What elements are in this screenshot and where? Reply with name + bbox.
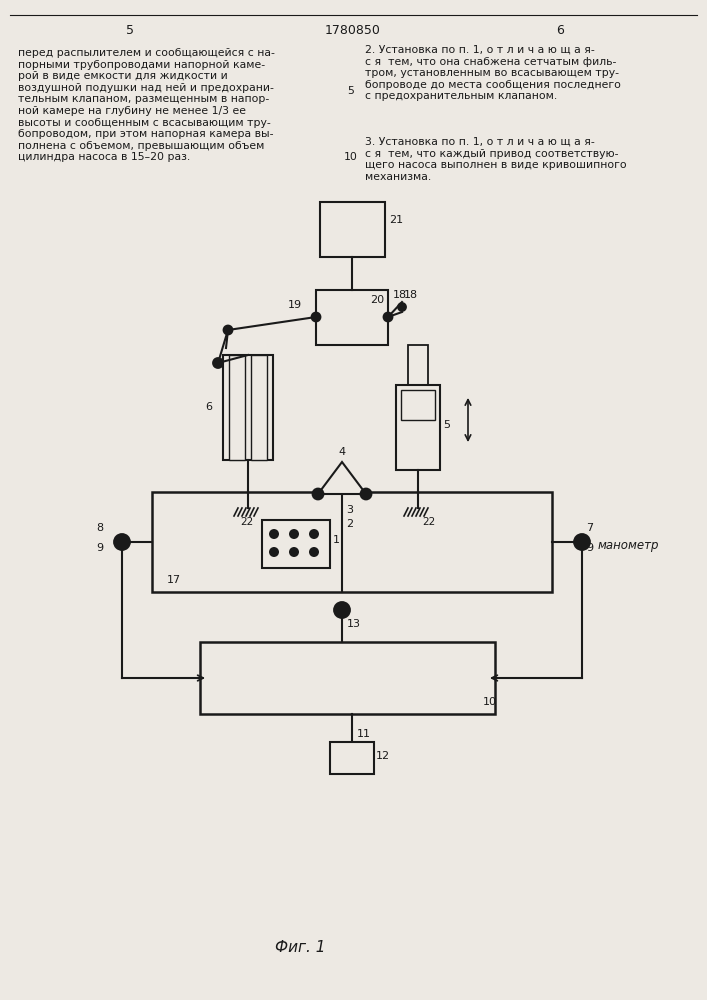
Bar xyxy=(223,355,273,460)
Bar xyxy=(316,290,388,345)
Text: 21: 21 xyxy=(389,215,403,225)
Text: 17: 17 xyxy=(167,575,181,585)
Text: 2: 2 xyxy=(346,519,353,529)
Circle shape xyxy=(574,534,590,550)
Text: 9: 9 xyxy=(96,543,103,553)
Text: 13: 13 xyxy=(347,619,361,629)
Text: 18: 18 xyxy=(393,290,407,300)
Bar xyxy=(229,355,245,460)
Text: Фиг. 1: Фиг. 1 xyxy=(275,940,325,956)
Text: 10: 10 xyxy=(344,152,358,162)
Circle shape xyxy=(312,488,324,499)
Circle shape xyxy=(383,312,392,322)
Circle shape xyxy=(309,547,319,557)
Text: 11: 11 xyxy=(357,729,371,739)
Text: 5: 5 xyxy=(443,420,450,430)
Bar xyxy=(152,492,552,592)
Text: 12: 12 xyxy=(376,751,390,761)
Circle shape xyxy=(312,312,320,322)
Text: 10: 10 xyxy=(483,697,497,707)
Text: 22: 22 xyxy=(240,517,253,527)
Circle shape xyxy=(114,534,130,550)
Circle shape xyxy=(289,547,299,557)
Bar xyxy=(396,385,440,470)
Text: 4: 4 xyxy=(338,447,345,457)
Text: перед распылителем и сообщающейся с на-
порными трубопроводами напорной каме-
ро: перед распылителем и сообщающейся с на- … xyxy=(18,48,275,162)
Circle shape xyxy=(269,529,279,539)
Text: 7: 7 xyxy=(586,523,593,533)
Text: 18: 18 xyxy=(404,290,418,300)
Bar xyxy=(330,742,374,774)
Circle shape xyxy=(269,547,279,557)
Bar xyxy=(251,355,267,460)
Text: 6: 6 xyxy=(556,23,564,36)
Circle shape xyxy=(398,303,406,311)
Text: 5: 5 xyxy=(348,86,354,96)
Text: 19: 19 xyxy=(288,300,302,310)
Bar xyxy=(401,390,435,420)
Bar xyxy=(262,520,330,568)
Text: 9: 9 xyxy=(586,543,593,553)
Text: 20: 20 xyxy=(370,295,384,305)
Circle shape xyxy=(361,488,371,499)
Circle shape xyxy=(309,529,319,539)
Polygon shape xyxy=(318,462,366,494)
Text: 3. Установка по п. 1, о т л и ч а ю щ а я-
с я  тем, что каждый привод соответст: 3. Установка по п. 1, о т л и ч а ю щ а … xyxy=(365,137,626,182)
Text: 1780850: 1780850 xyxy=(325,23,381,36)
Text: 1: 1 xyxy=(333,535,340,545)
Bar xyxy=(408,345,428,385)
Circle shape xyxy=(289,529,299,539)
Circle shape xyxy=(334,602,350,618)
Text: 3: 3 xyxy=(346,505,353,515)
Text: 22: 22 xyxy=(422,517,436,527)
Text: манометр: манометр xyxy=(598,538,660,552)
Text: 8: 8 xyxy=(96,523,103,533)
Bar xyxy=(200,642,495,714)
Text: 2. Установка по п. 1, о т л и ч а ю щ а я-
с я  тем, что она снабжена сетчатым ф: 2. Установка по п. 1, о т л и ч а ю щ а … xyxy=(365,45,621,101)
Circle shape xyxy=(213,358,223,368)
Text: 6: 6 xyxy=(205,402,212,412)
Circle shape xyxy=(223,326,233,334)
Text: 5: 5 xyxy=(126,23,134,36)
Bar xyxy=(320,202,385,257)
